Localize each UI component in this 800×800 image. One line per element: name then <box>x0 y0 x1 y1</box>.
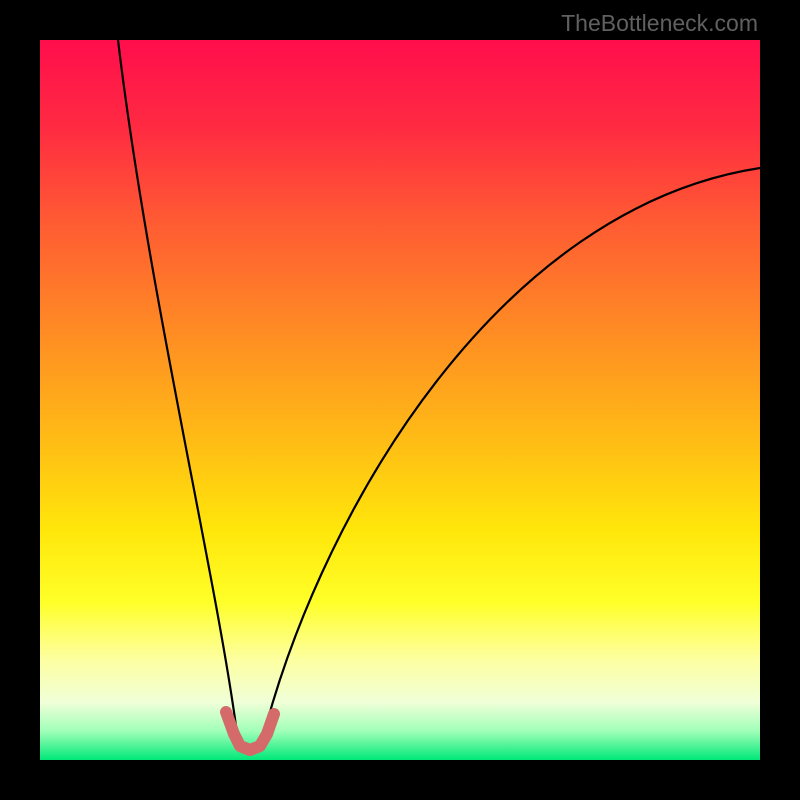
watermark-text: TheBottleneck.com <box>561 10 758 37</box>
plot-area <box>40 40 760 760</box>
gradient-background <box>40 40 760 760</box>
chart-container: TheBottleneck.com <box>0 0 800 800</box>
